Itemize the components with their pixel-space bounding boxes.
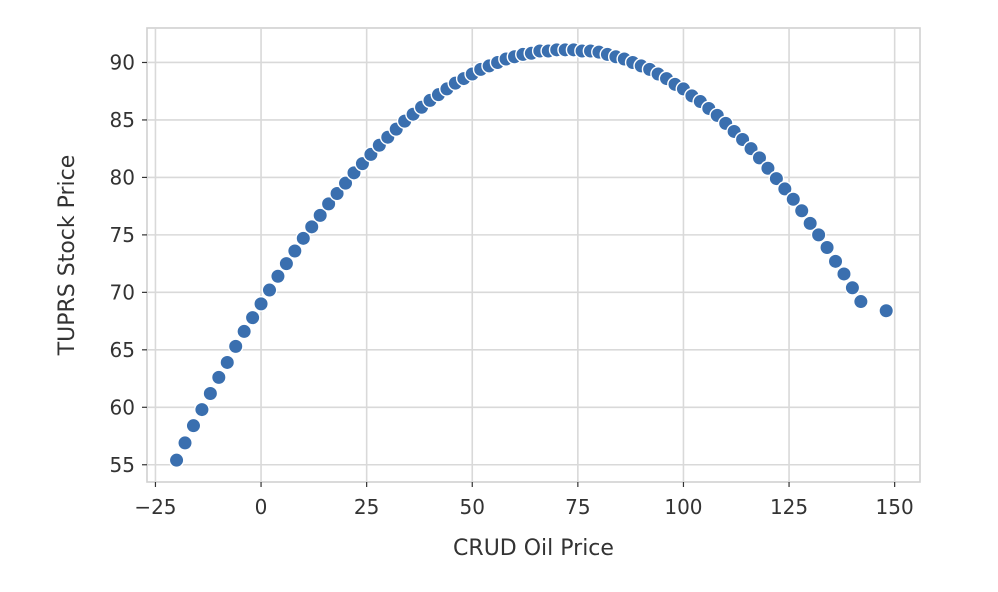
x-tick-label: 25	[354, 495, 379, 519]
y-tick-label: 70	[110, 280, 135, 304]
data-point	[337, 175, 354, 192]
data-point	[768, 170, 785, 187]
x-tick-label: 125	[770, 495, 808, 519]
data-point	[852, 293, 869, 310]
data-point	[760, 160, 776, 177]
data-point	[202, 385, 219, 402]
x-tick-label: 100	[664, 495, 702, 519]
x-axis-label: CRUD Oil Price	[453, 536, 614, 561]
y-tick-label: 60	[110, 395, 135, 419]
data-point	[210, 369, 227, 386]
y-tick-label: 85	[110, 108, 135, 132]
data-point	[793, 202, 810, 219]
data-point	[785, 191, 802, 208]
data-point	[844, 279, 861, 296]
x-tick-label: 50	[460, 495, 485, 519]
y-tick-label: 75	[110, 223, 135, 247]
axis-ticks: −25 0 25 50 75 100 125 150 55 60 65 70 75 80 85 90	[110, 50, 914, 519]
data-point	[329, 185, 345, 202]
data-point	[751, 149, 768, 166]
y-tick-label: 80	[110, 165, 135, 189]
data-point	[819, 239, 835, 256]
data-point	[168, 452, 185, 469]
y-tick-label: 55	[110, 453, 135, 477]
plot-area	[146, 27, 921, 483]
data-point	[253, 295, 269, 312]
data-point	[278, 255, 295, 272]
data-point	[320, 195, 337, 212]
data-point	[295, 230, 312, 247]
data-point	[236, 323, 253, 340]
data-point	[261, 282, 278, 298]
data-point	[227, 338, 244, 355]
x-tick-label: 0	[255, 495, 268, 519]
y-axis-label: TUPRS Stock Price	[55, 155, 80, 357]
data-point	[303, 218, 320, 235]
data-point	[185, 417, 202, 434]
data-point	[286, 243, 303, 259]
data-point	[244, 309, 261, 326]
data-points	[168, 41, 895, 469]
data-point	[827, 253, 844, 270]
data-point	[312, 207, 329, 224]
y-tick-label: 90	[110, 50, 135, 74]
data-point	[802, 215, 819, 232]
data-point	[270, 268, 286, 285]
data-point	[194, 401, 210, 418]
data-point	[878, 302, 895, 319]
x-tick-label: 150	[876, 495, 914, 519]
data-point	[836, 266, 852, 282]
x-tick-label: −25	[134, 495, 176, 519]
x-tick-label: 75	[565, 495, 590, 519]
data-point	[776, 181, 793, 197]
y-tick-label: 65	[110, 338, 135, 362]
data-point	[177, 435, 193, 451]
data-point	[219, 354, 236, 371]
data-point	[810, 226, 827, 243]
